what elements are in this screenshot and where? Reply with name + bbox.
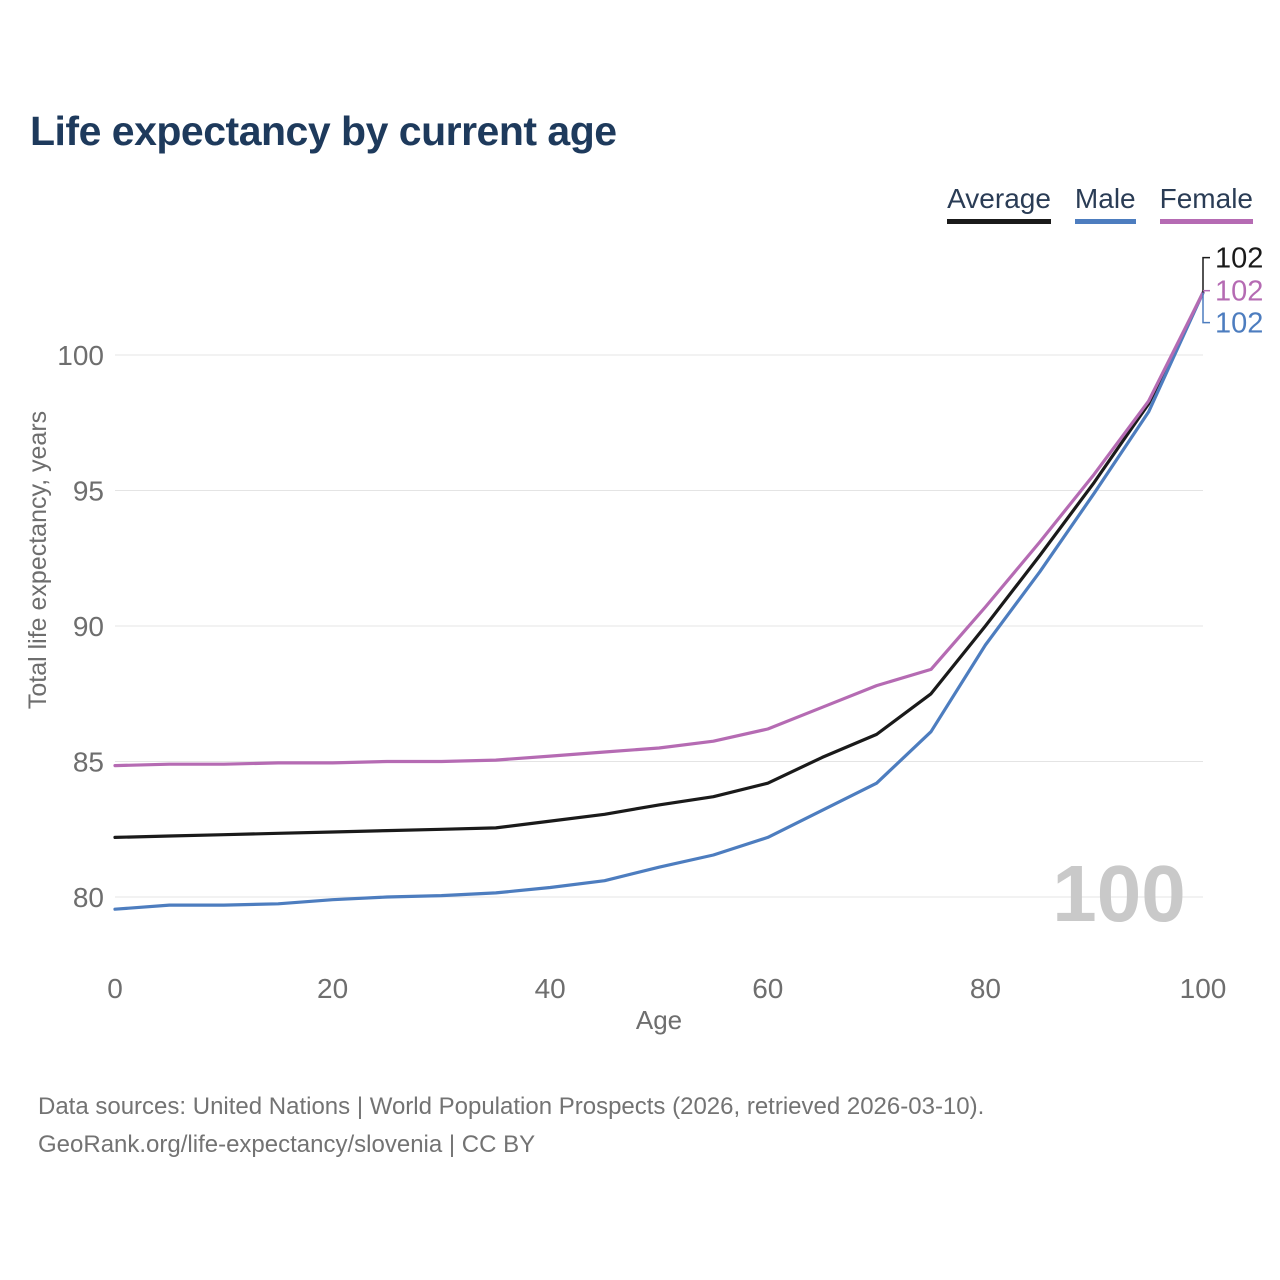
series-line-average[interactable] — [113, 291, 1205, 839]
page-title: Life expectancy by current age — [30, 108, 617, 154]
legend-label-average: Average — [947, 183, 1051, 214]
source-note: Data sources: United Nations | World Pop… — [38, 1088, 984, 1164]
end-label-average: 102 — [1215, 243, 1263, 275]
source-line-1: Data sources: United Nations | World Pop… — [38, 1093, 985, 1120]
y-axis-title: Total life expectancy, years — [24, 411, 52, 709]
x-axis-title: Age — [636, 1005, 682, 1035]
x-tick-label-20: 20 — [317, 973, 348, 1004]
end-connector-male — [1202, 292, 1210, 324]
x-tick-label-60: 60 — [752, 973, 783, 1004]
series-line-female[interactable] — [113, 291, 1205, 768]
y-tick-label-85: 85 — [73, 747, 104, 778]
legend-label-female: Female — [1159, 183, 1253, 214]
y-tick-label-95: 95 — [73, 476, 104, 507]
end-label-male: 102 — [1215, 308, 1263, 340]
x-tick-label-100: 100 — [1180, 973, 1227, 1004]
x-tick-label-40: 40 — [535, 973, 566, 1004]
y-tick-label-100: 100 — [57, 340, 104, 371]
legend-item-male[interactable]: Male — [1074, 183, 1136, 224]
x-tick-label-0: 0 — [107, 973, 123, 1004]
legend-label-male: Male — [1074, 183, 1136, 214]
source-line-2: GeoRank.org/life-expectancy/slovenia | C… — [38, 1131, 536, 1158]
y-tick-label-90: 90 — [73, 611, 104, 642]
legend-item-average[interactable]: Average — [947, 183, 1051, 224]
end-label-female: 102 — [1215, 276, 1263, 308]
x-tick-label-80: 80 — [970, 973, 1001, 1004]
y-tick-label-80: 80 — [73, 882, 104, 913]
series-line-male[interactable] — [113, 291, 1205, 911]
legend-item-female[interactable]: Female — [1159, 183, 1253, 224]
chart-legend: Average Male Female — [947, 183, 1253, 224]
age-watermark: 100 — [1052, 849, 1185, 938]
end-connector-average — [1202, 256, 1210, 293]
